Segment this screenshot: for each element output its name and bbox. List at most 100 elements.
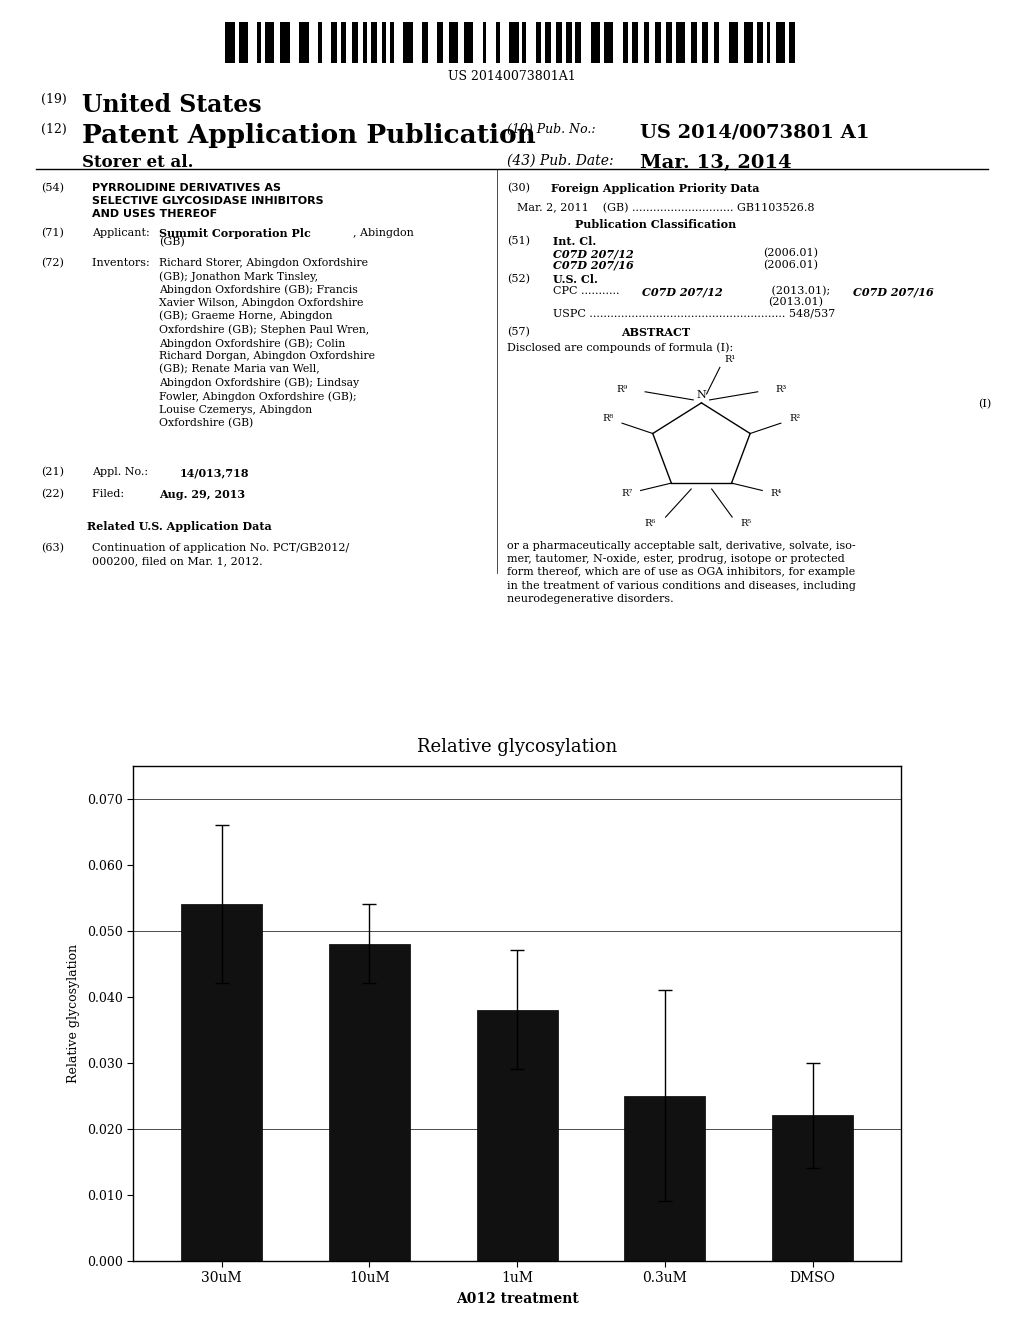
Bar [575,22,581,63]
Bar [403,22,413,63]
Text: (19): (19) [41,94,67,106]
Text: Disclosed are compounds of formula (I):: Disclosed are compounds of formula (I): [507,342,733,352]
Text: Applicant:: Applicant: [92,227,154,238]
Bar [464,22,473,63]
Bar [604,22,613,63]
Text: Int. Cl.: Int. Cl. [553,236,596,247]
Text: US 20140073801A1: US 20140073801A1 [449,70,575,83]
Bar [371,22,377,63]
Bar [364,22,368,63]
Text: Summit Corporation Plc: Summit Corporation Plc [159,227,310,239]
Text: Continuation of application No. PCT/GB2012/
000200, filed on Mar. 1, 2012.: Continuation of application No. PCT/GB20… [92,544,349,566]
Text: (43) Pub. Date:: (43) Pub. Date: [507,153,613,168]
Text: (12): (12) [41,124,67,136]
Bar [341,22,346,63]
Bar [556,22,562,63]
Text: (2006.01): (2006.01) [763,248,818,259]
Bar [691,22,696,63]
Text: C07D 207/12: C07D 207/12 [553,248,634,259]
Text: R⁹: R⁹ [616,385,628,395]
Bar [702,22,708,63]
Bar [225,22,234,63]
Text: (10) Pub. No.:: (10) Pub. No.: [507,124,596,136]
Bar [743,22,754,63]
Text: CPC ...........: CPC ........... [553,286,623,296]
Text: Filed:: Filed: [92,490,141,499]
Y-axis label: Relative glycosylation: Relative glycosylation [67,944,80,1082]
Text: R⁶: R⁶ [644,519,655,528]
Text: USPC ........................................................ 548/537: USPC ...................................… [553,309,836,319]
Text: (54): (54) [41,182,63,193]
Text: US 2014/0073801 A1: US 2014/0073801 A1 [640,124,869,141]
Bar [352,22,357,63]
Bar [482,22,486,63]
Text: (57): (57) [507,327,529,337]
Text: (51): (51) [507,236,529,246]
Text: ABSTRACT: ABSTRACT [621,327,690,338]
Text: Richard Storer, Abingdon Oxfordshire
(GB); Jonathon Mark Tinsley,
Abingdon Oxfor: Richard Storer, Abingdon Oxfordshire (GB… [159,257,375,428]
Bar [536,22,542,63]
Text: Aug. 29, 2013: Aug. 29, 2013 [159,490,245,500]
Text: C07D 207/16: C07D 207/16 [553,260,634,271]
Text: R⁴: R⁴ [770,488,781,498]
Bar [181,904,262,1261]
Text: , Abingdon: , Abingdon [353,227,414,238]
Text: PYRROLIDINE DERIVATIVES AS
SELECTIVE GLYCOSIDASE INHIBITORS
AND USES THEREOF: PYRROLIDINE DERIVATIVES AS SELECTIVE GLY… [92,182,324,219]
Title: Relative glycosylation: Relative glycosylation [417,738,617,756]
Text: C07D 207/12: C07D 207/12 [642,286,723,297]
Text: (21): (21) [41,467,63,478]
Bar [545,22,551,63]
Bar [257,22,261,63]
Text: Patent Application Publication: Patent Application Publication [82,124,536,148]
Bar [655,22,660,63]
Bar [776,22,785,63]
Text: (2013.01): (2013.01) [768,297,823,308]
Text: U.S. Cl.: U.S. Cl. [553,273,598,285]
Text: (22): (22) [41,490,63,500]
Text: Related U.S. Application Data: Related U.S. Application Data [87,521,271,532]
Text: (2006.01): (2006.01) [763,260,818,269]
Bar [318,22,322,63]
Text: Foreign Application Priority Data: Foreign Application Priority Data [551,182,760,194]
Bar [714,22,719,63]
Text: R²: R² [790,414,800,424]
Text: (30): (30) [507,182,529,193]
Text: R⁵: R⁵ [740,519,752,528]
Bar [790,22,795,63]
Bar [522,22,526,63]
Bar [299,22,308,63]
Bar [265,22,274,63]
Text: Publication Classification: Publication Classification [574,219,736,230]
Bar [676,22,685,63]
Bar [757,22,763,63]
Text: Mar. 2, 2011    (GB) ............................. GB1103526.8: Mar. 2, 2011 (GB) ......................… [517,202,815,213]
Text: (2013.01);: (2013.01); [768,286,834,297]
Text: United States: United States [82,94,261,117]
Bar [281,22,290,63]
Text: (I): (I) [978,399,991,409]
Bar [437,22,443,63]
Bar [390,22,393,63]
Bar [767,22,770,63]
Bar [643,22,649,63]
Bar [772,1115,853,1261]
Text: R⁷: R⁷ [622,488,633,498]
Text: N: N [696,389,707,400]
Text: R³: R³ [775,385,786,395]
Bar [449,22,458,63]
Text: Mar. 13, 2014: Mar. 13, 2014 [640,153,792,172]
Text: R¹: R¹ [724,355,735,364]
Bar [667,22,672,63]
Bar [591,22,600,63]
Bar [476,1010,558,1261]
Text: 14/013,718: 14/013,718 [179,467,249,478]
Bar [329,944,410,1261]
Bar [239,22,248,63]
Bar [422,22,428,63]
Bar [509,22,518,63]
Text: Storer et al.: Storer et al. [82,153,194,170]
Bar [331,22,337,63]
Bar [729,22,738,63]
Text: (71): (71) [41,227,63,238]
Bar [625,1096,706,1261]
